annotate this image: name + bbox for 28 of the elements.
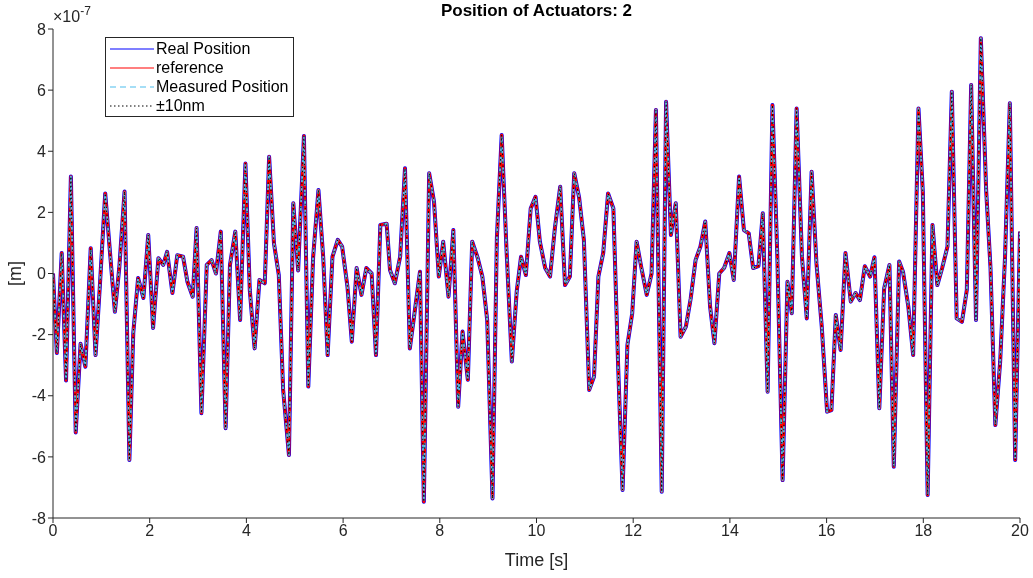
y-tick-label: -8	[31, 509, 47, 527]
y-tick-label: 0	[37, 265, 47, 283]
legend-label: Measured Position	[156, 77, 289, 96]
x-axis-title: Time [s]	[504, 550, 569, 570]
x-tick-label: 0	[48, 522, 58, 540]
x-tick-label: 6	[338, 522, 348, 540]
x-tick-label: 2	[145, 522, 155, 540]
x-tick-label: 18	[914, 522, 933, 540]
legend-label: Real Position	[156, 39, 251, 58]
x-tick-label: 10	[527, 522, 546, 540]
x-tick-label: 12	[624, 522, 643, 540]
y-tick-label: 8	[37, 20, 47, 38]
x-tick-label: 20	[1011, 522, 1029, 540]
x-tick-label: 16	[817, 522, 836, 540]
x-tick-label: 8	[435, 522, 445, 540]
x-tick-label: 14	[721, 522, 739, 540]
y-tick-label: -6	[31, 448, 47, 466]
y-tick-label: 2	[37, 204, 47, 222]
text: ×10$^{-7}$	[53, 4, 92, 25]
y-axis-title: [m]	[4, 261, 25, 286]
chart-title: Position of Actuators: 2	[440, 1, 633, 20]
legend-label: reference	[156, 58, 224, 77]
y-tick-label: 4	[37, 142, 47, 160]
legend-label: ±10nm	[156, 96, 205, 115]
x-tick-label: 4	[241, 522, 251, 540]
y-tick-label: -4	[31, 387, 47, 405]
y-tick-label: -2	[31, 326, 47, 344]
y-tick-label: 6	[37, 81, 47, 99]
